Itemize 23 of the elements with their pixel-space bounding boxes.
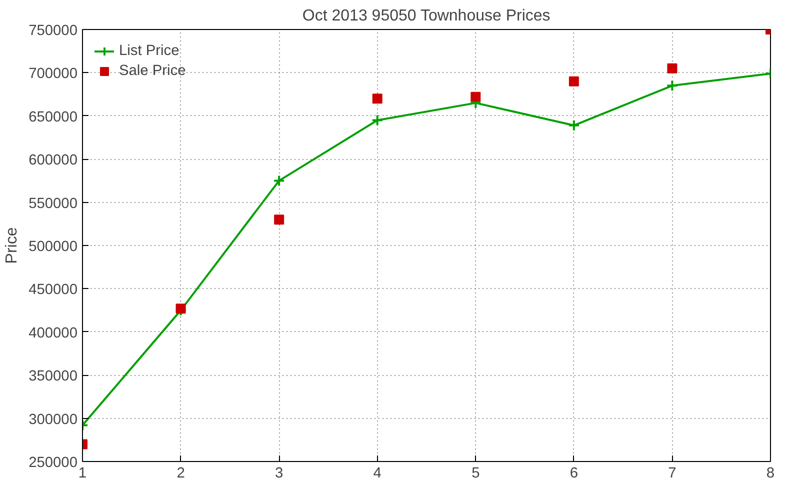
x-tick-label: 8 [766, 466, 775, 480]
y-axis-title: Price [4, 227, 21, 264]
y-tick-label: 300000 [28, 412, 78, 428]
y-tick-label: 700000 [28, 66, 78, 82]
x-tick-label: 2 [176, 466, 185, 480]
y-tick-label: 250000 [28, 455, 78, 471]
legend-label: List Price [119, 43, 180, 59]
x-tick-label: 6 [570, 466, 578, 480]
x-tick-label: 7 [668, 466, 676, 480]
y-tick-label: 550000 [28, 196, 78, 212]
x-tick-label: 3 [274, 466, 284, 480]
x-tick-label: 4 [373, 466, 382, 480]
y-tick-label: 650000 [28, 109, 78, 126]
y-tick-label: 350000 [28, 368, 78, 385]
y-tick-label: 400000 [28, 325, 78, 342]
chart-title: Oct 2013 95050 Townhouse Prices [302, 8, 550, 24]
y-tick-label: 750000 [28, 23, 78, 39]
legend-label: Sale Price [119, 63, 186, 79]
y-tick-label: 450000 [28, 282, 78, 298]
x-tick-label: 1 [78, 466, 87, 480]
y-tick-label: 500000 [28, 239, 78, 255]
y-tick-label: 600000 [28, 152, 78, 169]
x-tick-label: 5 [472, 466, 480, 480]
